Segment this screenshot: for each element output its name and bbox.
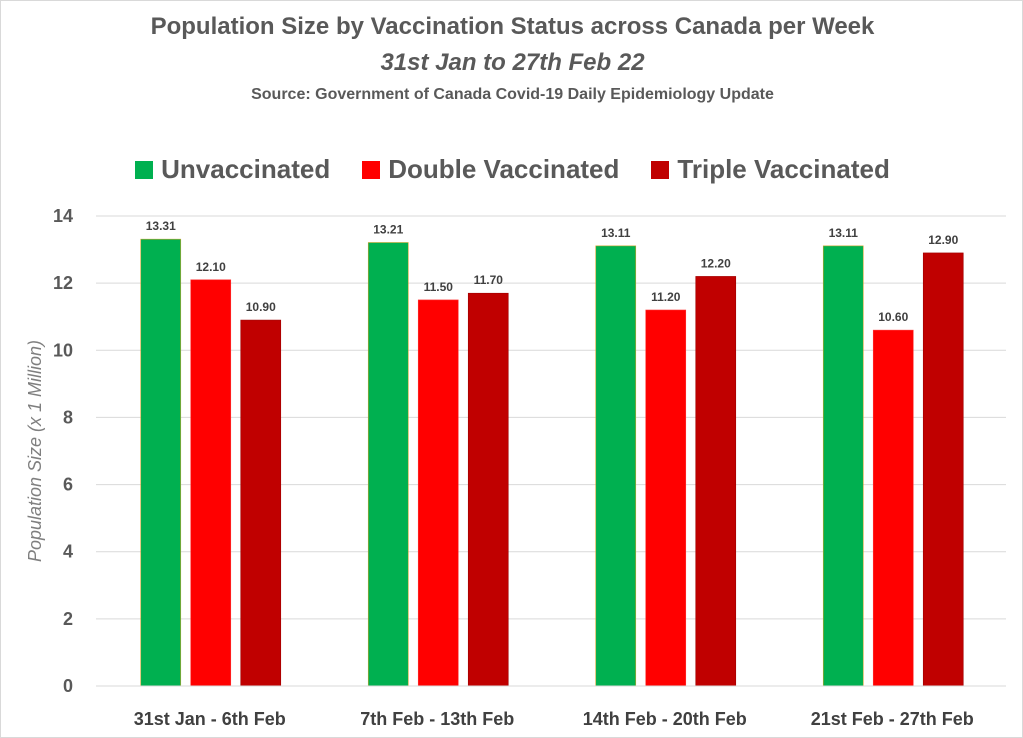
y-tick-label: 6	[63, 475, 73, 495]
bar-unvaccinated	[140, 238, 182, 687]
y-tick-label: 8	[63, 407, 73, 427]
chart-subtitle: 31st Jan to 27th Feb 22	[380, 49, 645, 76]
bar-double-vaccinated	[645, 309, 687, 687]
data-label: 11.20	[651, 290, 681, 304]
legend-swatch-triple-vaccinated	[651, 160, 670, 179]
legend-swatch-unvaccinated	[135, 160, 154, 179]
legend-item-triple-vaccinated: Triple Vaccinated	[651, 154, 890, 185]
data-label: 12.10	[196, 260, 226, 274]
bar-triple-vaccinated	[695, 276, 737, 687]
data-label: 13.11	[829, 226, 859, 240]
data-label: 10.60	[878, 310, 908, 324]
data-label: 11.70	[474, 273, 504, 287]
legend-label-unvaccinated: Unvaccinated	[161, 154, 331, 184]
bar-triple-vaccinated	[922, 252, 964, 687]
bar-triple-vaccinated	[467, 292, 509, 687]
y-tick-label: 0	[63, 676, 73, 696]
data-label: 13.31	[146, 219, 176, 233]
bar-unvaccinated	[595, 245, 637, 687]
chart-source: Source: Government of Canada Covid-19 Da…	[251, 86, 774, 103]
axes: 0 2 4 6 8 10 12 14 31st Jan - 6th Feb 7th Feb - 1…	[53, 206, 1006, 729]
bar-double-vaccinated	[417, 299, 459, 687]
gridlines	[96, 215, 1006, 620]
chart-title: Population Size by Vaccination Status ac…	[150, 13, 875, 40]
bar-unvaccinated	[822, 245, 864, 687]
legend-item-double-vaccinated: Double Vaccinated	[362, 154, 619, 185]
bars	[140, 238, 964, 687]
legend-label-double-vaccinated: Double Vaccinated	[388, 154, 620, 184]
legend-swatch-double-vaccinated	[362, 160, 381, 179]
bar-unvaccinated	[367, 242, 409, 687]
bar-double-vaccinated	[872, 329, 914, 687]
data-label: 13.11	[601, 226, 631, 240]
y-tick-label: 12	[53, 273, 73, 293]
y-tick-label: 2	[63, 609, 73, 629]
x-tick-label: 14th Feb - 20th Feb	[583, 709, 747, 729]
data-label: 12.20	[701, 256, 731, 270]
y-tick-label: 10	[53, 340, 73, 360]
legend-label-triple-vaccinated: Triple Vaccinated	[677, 154, 890, 184]
y-axis-title: Population Size (x 1 Million)	[25, 340, 45, 562]
legend-item-unvaccinated: Unvaccinated	[135, 154, 330, 185]
data-label: 12.90	[928, 233, 958, 247]
data-labels: 13.31 12.10 10.90 13.21 11.50 11.70 13.11 11.20…	[146, 219, 959, 324]
bar-triple-vaccinated	[240, 319, 282, 687]
x-tick-label: 7th Feb - 13th Feb	[360, 709, 514, 729]
bar-double-vaccinated	[190, 279, 232, 687]
x-tick-label: 31st Jan - 6th Feb	[134, 709, 286, 729]
y-tick-label: 4	[63, 542, 73, 562]
data-label: 10.90	[246, 300, 276, 314]
x-tick-label: 21st Feb - 27th Feb	[811, 709, 974, 729]
legend: Unvaccinated Double Vaccinated Triple Va…	[1, 154, 1023, 185]
data-label: 13.21	[373, 223, 403, 237]
data-label: 11.50	[424, 280, 454, 294]
y-tick-label: 14	[53, 206, 73, 226]
